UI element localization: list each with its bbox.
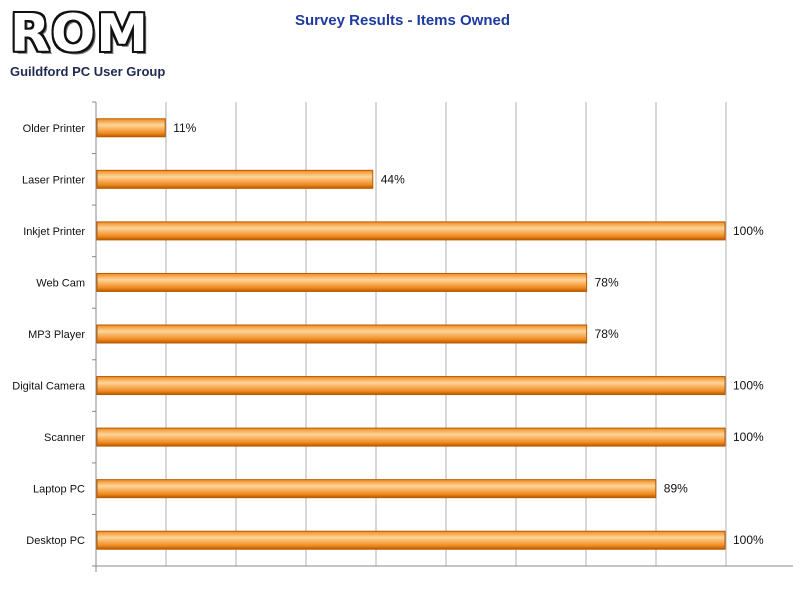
data-label: 100% — [733, 533, 764, 547]
category-label: Scanner — [44, 432, 85, 444]
bar-older-printer — [96, 118, 166, 138]
data-label: 78% — [595, 327, 619, 341]
chart-title: Survey Results - Items Owned — [294, 12, 511, 29]
bar-desktop-pc — [96, 530, 726, 550]
bar-digital-camera — [96, 376, 726, 396]
category-label: Digital Camera — [12, 381, 86, 393]
bar-inkjet-printer — [96, 221, 726, 241]
data-label: 100% — [733, 379, 764, 393]
rom-logo: ROM Guildford PC User Group — [10, 8, 170, 80]
data-label: 100% — [733, 430, 764, 444]
bar-laser-printer — [96, 169, 374, 189]
data-label: 89% — [664, 482, 688, 496]
data-label: 100% — [733, 224, 764, 238]
category-label: Older Printer — [23, 123, 86, 135]
data-label: 44% — [381, 172, 405, 186]
data-label: 11% — [173, 121, 196, 135]
category-label: Laptop PC — [33, 484, 85, 496]
bar-scanner — [96, 427, 726, 447]
category-label: Desktop PC — [26, 535, 85, 547]
logo-subtitle: Guildford PC User Group — [10, 64, 166, 79]
bar-web-cam — [96, 272, 588, 292]
data-label: 78% — [595, 275, 619, 289]
bars — [96, 118, 726, 550]
labels: Older Printer 11% Laser Printer 44% Inkjet P… — [12, 121, 764, 547]
category-label: Laser Printer — [22, 174, 85, 186]
bar-laptop-pc — [96, 479, 657, 499]
category-label: MP3 Player — [28, 329, 85, 341]
category-label: Web Cam — [36, 277, 85, 289]
logo-wordmark: ROM — [10, 4, 149, 64]
category-label: Inkjet Printer — [23, 226, 85, 238]
bar-mp3-player — [96, 324, 588, 344]
